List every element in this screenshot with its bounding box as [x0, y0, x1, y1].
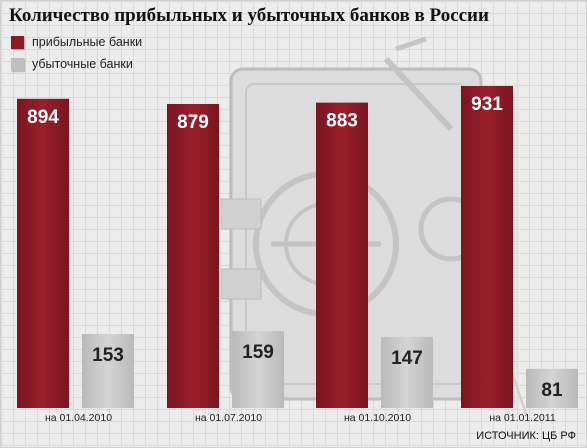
legend-label-profitable: прибыльные банки	[32, 35, 143, 49]
value-label-profitable-1: 894	[27, 107, 59, 128]
legend-item-unprofitable: убыточные банки	[11, 57, 133, 71]
bar-unprofitable-2	[232, 331, 284, 408]
value-label-profitable-4: 931	[471, 94, 503, 115]
legend-item-profitable: прибыльные банки	[11, 35, 142, 49]
labels-layer: 894 153 на 01.04.2010 879 159 на 01.07.2010 88…	[27, 94, 563, 424]
category-label-2: на 01.07.2010	[195, 412, 262, 424]
value-label-profitable-2: 879	[177, 112, 209, 133]
legend-swatch-unprofitable	[11, 57, 24, 71]
value-label-unprofitable-2: 159	[242, 342, 274, 363]
chart-title: Количество прибыльных и убыточных банков…	[9, 5, 489, 26]
bar-profitable-2	[167, 103, 219, 409]
value-label-unprofitable-3: 147	[391, 348, 423, 369]
bar-unprofitable-1	[82, 334, 134, 408]
source-note: ИСТОЧНИК: ЦБ РФ	[476, 430, 576, 442]
bars-layer	[17, 86, 578, 409]
value-label-unprofitable-4: 81	[541, 380, 563, 401]
bar-unprofitable-3	[381, 336, 433, 408]
bar-profitable-1	[17, 98, 69, 408]
category-label-1: на 01.04.2010	[45, 412, 112, 424]
legend-swatch-profitable	[11, 35, 24, 49]
bar-profitable-4	[461, 86, 513, 408]
legend-label-unprofitable: убыточные банки	[32, 57, 133, 71]
category-label-3: на 01.10.2010	[344, 412, 411, 424]
value-label-profitable-3: 883	[326, 111, 358, 132]
bar-profitable-3	[316, 102, 368, 408]
value-label-unprofitable-1: 153	[92, 345, 124, 366]
bar-unprofitable-4	[526, 368, 578, 408]
category-label-4: на 01.01.2011	[489, 412, 555, 424]
